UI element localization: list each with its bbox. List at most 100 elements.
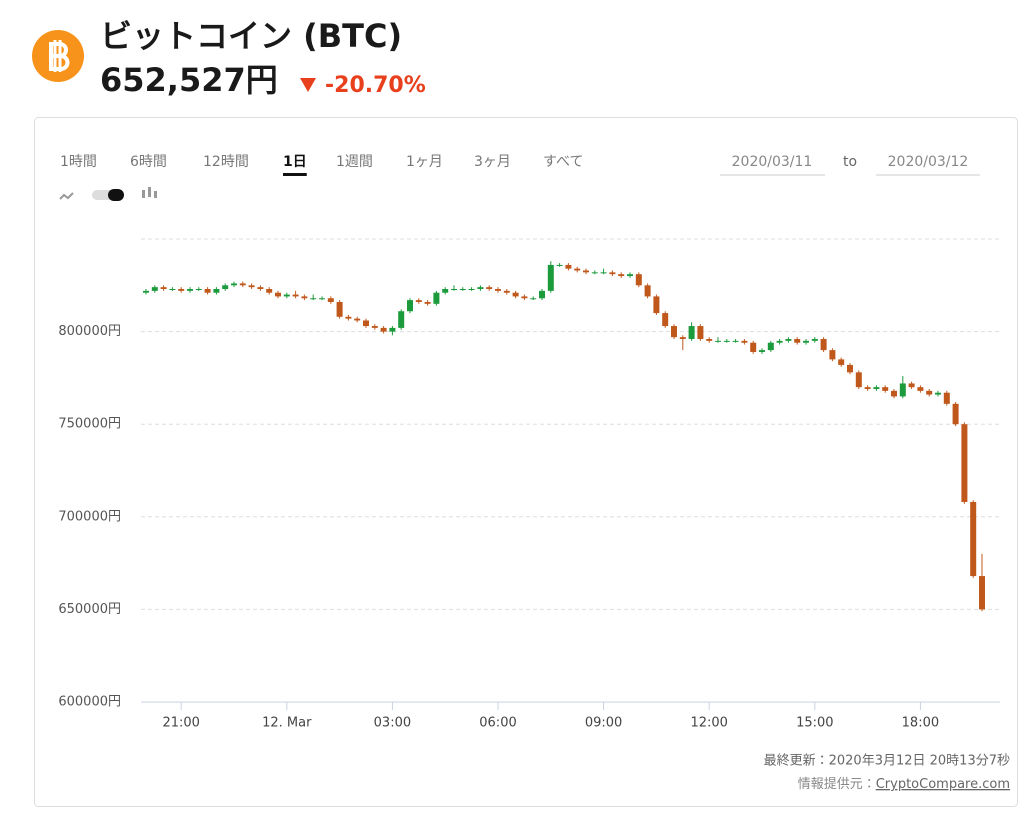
- candle-body: [547, 264, 554, 291]
- candle-body: [759, 350, 765, 352]
- candle-body: [231, 283, 237, 286]
- range-tab[interactable]: 12時間: [203, 154, 249, 170]
- candle-body: [468, 289, 475, 291]
- candle-body: [169, 289, 176, 291]
- range-tab[interactable]: 1週間: [336, 154, 373, 170]
- candle-body: [503, 290, 510, 293]
- range-tab[interactable]: 3ヶ月: [474, 154, 511, 170]
- candle-body: [706, 339, 713, 341]
- candle-body: [794, 339, 801, 343]
- candle-body: [574, 268, 581, 271]
- candle-body: [451, 289, 457, 291]
- y-tick-label: 700000円: [58, 509, 121, 524]
- candle-body: [415, 300, 422, 302]
- active-underline: [283, 173, 307, 176]
- candle-body: [908, 383, 915, 388]
- candle-body: [671, 326, 677, 338]
- candle-body: [688, 326, 695, 340]
- x-tick-label: 12:00: [690, 716, 727, 731]
- candle-body: [917, 387, 924, 391]
- candle-body: [556, 264, 563, 266]
- candle-body: [178, 289, 185, 291]
- candle-body: [776, 340, 783, 343]
- y-tick-label: 600000円: [58, 695, 121, 710]
- candle-body: [486, 287, 493, 290]
- candle-body: [407, 300, 413, 312]
- candle-body: [380, 327, 387, 332]
- candle-body: [336, 301, 343, 317]
- range-tabs: 1時間 6時間 12時間 1日 1週間 1ヶ月 3ヶ月 すべて: [60, 154, 583, 176]
- candle-body: [820, 339, 827, 351]
- candle-body: [292, 294, 299, 297]
- x-tick-label: 06:00: [479, 716, 516, 731]
- candle-body: [715, 340, 721, 342]
- date-to[interactable]: 2020/03/12: [888, 154, 969, 170]
- panel: [34, 117, 1018, 807]
- candle-body: [195, 289, 202, 291]
- candle-body: [512, 292, 519, 297]
- candle-body: [389, 327, 396, 332]
- candle-body: [979, 576, 985, 610]
- coin-title: ビットコイン (BTC): [100, 17, 402, 55]
- candle-body: [310, 298, 317, 300]
- candle-body: [829, 350, 836, 360]
- btc-icon: [32, 30, 84, 82]
- candle-body: [943, 392, 950, 404]
- candle-body: [327, 298, 334, 302]
- date-sep: to: [843, 154, 857, 170]
- x-tick-label: 15:00: [796, 716, 833, 731]
- range-tab[interactable]: 6時間: [130, 154, 167, 170]
- candle-body: [354, 318, 361, 321]
- mode-toggle[interactable]: [92, 189, 124, 201]
- range-tab[interactable]: 1ヶ月: [406, 154, 443, 170]
- candle-body: [266, 289, 273, 293]
- candle-body: [398, 311, 405, 328]
- candle-body: [952, 403, 959, 425]
- candle-body: [864, 387, 871, 390]
- y-tick-label: 650000円: [58, 602, 121, 617]
- source: 情報提供元：CryptoCompare.com: [798, 776, 1010, 792]
- range-tab[interactable]: 1時間: [60, 154, 97, 170]
- x-tick-label: 09:00: [585, 716, 622, 731]
- candle-body: [565, 264, 572, 269]
- candle-body: [539, 290, 545, 299]
- candle-body: [723, 340, 730, 342]
- candle-body: [151, 287, 158, 291]
- candle-body: [530, 298, 537, 300]
- candle-body: [160, 287, 167, 290]
- candle-body: [257, 287, 264, 290]
- candle-body: [811, 339, 818, 341]
- candle-body: [618, 274, 625, 277]
- range-tab[interactable]: 1日: [283, 154, 307, 170]
- date-from[interactable]: 2020/03/11: [732, 154, 813, 170]
- candle-body: [591, 272, 598, 274]
- candle-body: [838, 359, 845, 365]
- line-mode-icon[interactable]: [59, 192, 74, 200]
- candle-body: [644, 285, 651, 297]
- candle-body: [433, 292, 440, 304]
- candle-body: [363, 320, 369, 327]
- candle-body: [143, 290, 149, 293]
- candle-body: [697, 326, 704, 340]
- candle-body: [459, 289, 466, 291]
- candle-body: [442, 289, 449, 293]
- candle-body: [248, 285, 255, 288]
- candle-body: [204, 289, 211, 293]
- candle-body: [873, 387, 880, 390]
- range-tab[interactable]: すべて: [543, 154, 583, 170]
- candle-body: [926, 390, 933, 395]
- candle-body: [275, 292, 281, 297]
- candle-body: [935, 392, 941, 395]
- candle-body: [222, 285, 229, 290]
- x-tick-label: 18:00: [902, 716, 939, 731]
- candle-body: [301, 296, 308, 299]
- candle-body: [187, 289, 193, 291]
- candle-body: [855, 372, 862, 388]
- candle-body: [424, 301, 431, 304]
- candle-body: [899, 383, 906, 397]
- candle-mode-icon[interactable]: [142, 187, 157, 198]
- source-link[interactable]: CryptoCompare.com: [876, 777, 1010, 792]
- candle-body: [767, 342, 774, 351]
